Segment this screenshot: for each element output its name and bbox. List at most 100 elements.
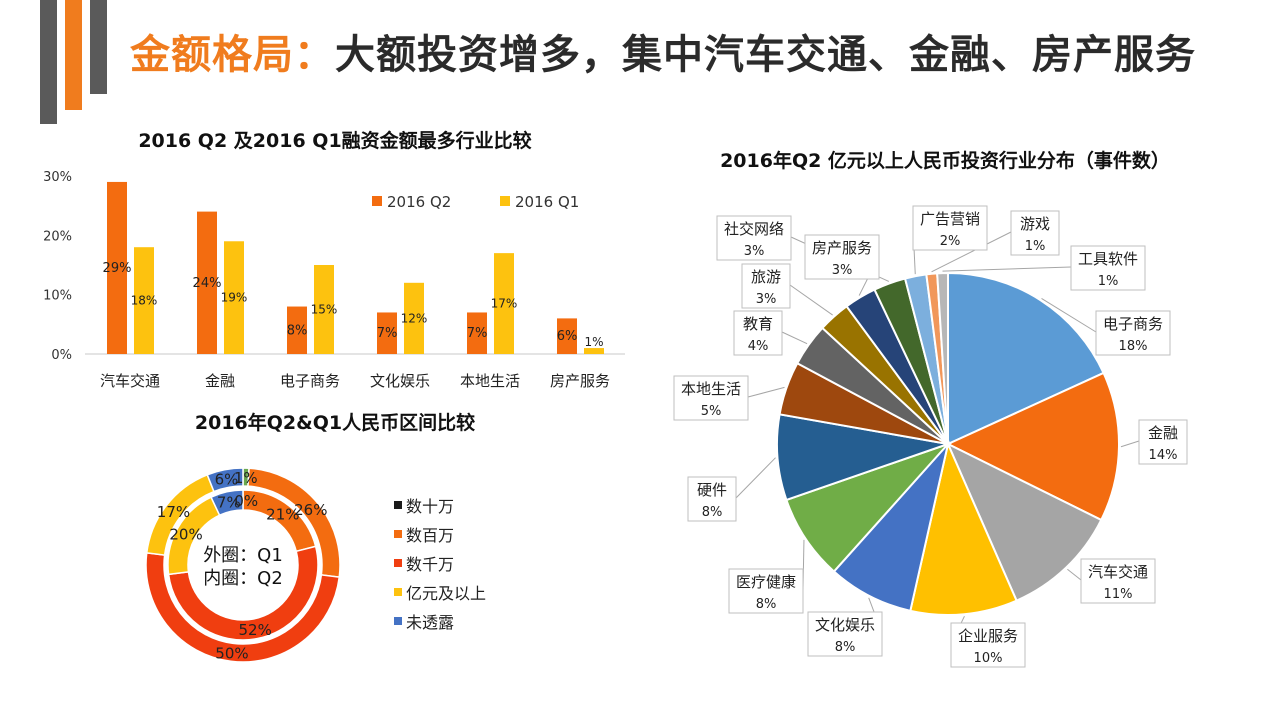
pie-label-value: 8% <box>702 505 723 520</box>
pie-label-box <box>1138 419 1188 465</box>
bar-value-label: 8% <box>287 323 308 338</box>
donut-outer-ring <box>145 467 341 663</box>
pie-label-box <box>807 611 883 657</box>
decor-bar-orange <box>65 0 82 110</box>
bar-ytick-label: 10% <box>43 289 72 304</box>
bar-value-label: 7% <box>467 326 488 341</box>
pie-label-box <box>728 568 804 614</box>
bar-q1-5 <box>584 348 604 354</box>
donut-inner-label: 20% <box>169 526 202 544</box>
bar-q1-4 <box>494 253 514 354</box>
pie-leader-line <box>942 266 1072 272</box>
pie-label-value: 1% <box>1025 239 1046 254</box>
donut-labels: 1% 26% 50% 17% 6% 0% 21% 52% 20% 7% <box>157 469 328 662</box>
pie-label-category: 金融 <box>1148 424 1178 442</box>
donut-inner-slice-4 <box>210 489 244 517</box>
pie-label-value: 18% <box>1119 339 1148 354</box>
bar-q2-3 <box>377 312 397 354</box>
pie-slice-14 <box>936 271 949 445</box>
decor-bar-grey-long <box>40 0 57 124</box>
bar-category-label: 电子商务 <box>280 372 340 390</box>
pie-leader-line <box>735 457 776 499</box>
bar-q2-2 <box>287 306 307 354</box>
pie-label-category: 房产服务 <box>812 239 872 257</box>
bar-ytick-label: 30% <box>43 170 72 185</box>
page-title-highlight: 金额格局： <box>130 32 335 78</box>
pie-label-box <box>687 476 737 522</box>
donut-legend-swatch <box>394 588 402 596</box>
bar-value-label: 6% <box>557 329 578 344</box>
bar-category-label: 金融 <box>205 372 235 390</box>
bar-q2-1 <box>197 211 217 354</box>
donut-inner-label: 52% <box>239 621 272 639</box>
legend-label-q2: 2016 Q2 <box>387 193 451 211</box>
bar-ytick-label: 20% <box>43 229 72 244</box>
pie-label-category: 本地生活 <box>681 380 741 398</box>
bar-category-label: 汽车交通 <box>100 372 160 390</box>
legend-swatch-q1 <box>500 196 510 206</box>
donut-chart-title: 2016年Q2&Q1人民币区间比较 <box>195 411 475 434</box>
pie-label-box <box>912 205 988 251</box>
pie-label-category: 文化娱乐 <box>815 616 875 634</box>
pie-slice-1 <box>945 371 1120 522</box>
pie-label-box <box>673 375 749 421</box>
pie-label-box <box>804 234 880 280</box>
bar-q2-5 <box>557 318 577 354</box>
bar-axis: 0% 10% 20% 30% 汽车交通 金融 电子商务 文化娱乐 本地生活 房产服务 <box>43 170 610 390</box>
pie-leader-line <box>781 331 808 345</box>
pie-label-value: 8% <box>756 597 777 612</box>
pie-label-category: 电子商务 <box>1103 315 1163 333</box>
donut-outer-label: 26% <box>294 501 327 519</box>
pie-label-box <box>1095 310 1171 356</box>
pie-leader-line <box>747 386 785 398</box>
donut-legend-swatch <box>394 501 402 509</box>
page-title: 金额格局：大额投资增多，集中汽车交通、金融、房产服务 <box>130 22 1196 80</box>
donut-legend-swatch <box>394 559 402 567</box>
donut-chart: 2016年Q2&Q1人民币区间比较 1% 26% 50% 17% 6% 0% 21% 52% 2… <box>145 411 486 663</box>
pie-label-box <box>741 263 791 309</box>
pie-label-category: 教育 <box>743 315 773 333</box>
bar-q1-0 <box>134 247 154 354</box>
bar-chart: 2016 Q2 及2016 Q1融资金额最多行业比较 0% 10% 20% 30% 汽车… <box>43 129 625 390</box>
pie-label-category: 游戏 <box>1020 215 1050 233</box>
bar-marks: 29%18%24%19%8%15%7%12%7%17%6% 1% <box>103 181 604 354</box>
bar-category-label: 本地生活 <box>460 372 520 390</box>
donut-legend-label: 数千万 <box>406 555 454 574</box>
pie-slice-2 <box>945 441 1103 602</box>
bar-value-label: 15% <box>311 303 338 317</box>
donut-legend-swatch <box>394 530 402 538</box>
pie-label-category: 广告营销 <box>920 210 980 228</box>
pie-leader-line <box>931 231 1012 273</box>
donut-inner-label: 0% <box>234 492 258 510</box>
donut-inner-label: 7% <box>217 494 241 512</box>
pie-label-value: 10% <box>974 651 1003 666</box>
pie-label-box <box>1010 210 1060 256</box>
bar-value-label: 7% <box>377 326 398 341</box>
decor-bar-grey-short <box>90 0 107 94</box>
bar-value-label: 19% <box>221 291 248 305</box>
pie-leader-line <box>789 284 833 316</box>
pie-slice-0 <box>947 271 1105 446</box>
pie-label-value: 11% <box>1104 587 1133 602</box>
donut-outer-label: 17% <box>157 503 190 521</box>
pie-label-value: 3% <box>756 292 777 307</box>
donut-outer-label: 6% <box>215 471 239 489</box>
pie-slices <box>776 271 1120 616</box>
pie-label-category: 社交网络 <box>724 220 784 238</box>
bar-chart-title: 2016 Q2 及2016 Q1融资金额最多行业比较 <box>138 129 531 152</box>
donut-legend-label: 亿元及以上 <box>406 584 486 603</box>
pie-label-value: 1% <box>1098 274 1119 289</box>
bar-q1-1 <box>224 241 244 354</box>
bar-value-label: 29% <box>103 261 132 276</box>
pie-label-category: 硬件 <box>697 481 727 499</box>
pie-chart: 2016年Q2 亿元以上人民币投资行业分布（事件数） 电子商务 18% 金融 14% 汽… <box>673 149 1188 668</box>
pie-labels: 电子商务 18% 金融 14% 汽车交通 11% 企业服务 10% 文化娱乐 8% 医疗健康 8% 硬件… <box>673 205 1188 668</box>
pie-slice-3 <box>909 440 1018 616</box>
pie-label-value: 3% <box>832 263 853 278</box>
pie-label-category: 旅游 <box>751 268 781 286</box>
donut-outer-slice-4 <box>206 467 244 493</box>
bar-ytick-label: 0% <box>51 348 72 363</box>
donut-outer-label: 50% <box>215 644 248 662</box>
